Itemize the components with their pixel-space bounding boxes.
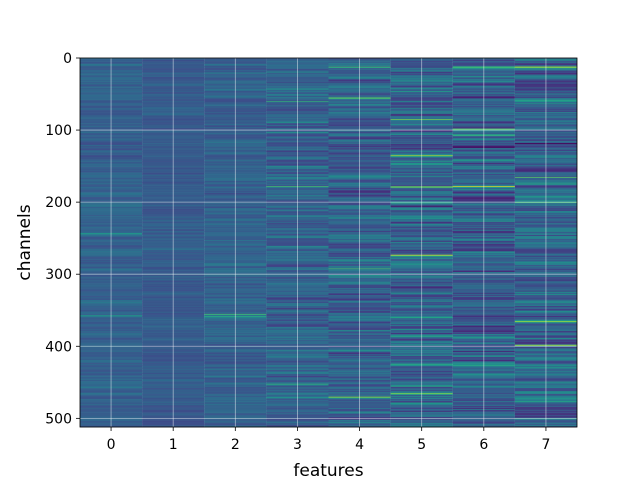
x-tick-label: 2 (231, 437, 240, 453)
y-tick-label: 300 (45, 267, 72, 283)
y-tick-label: 200 (45, 195, 72, 211)
x-tick-label: 1 (169, 437, 178, 453)
x-tick-label: 3 (293, 437, 302, 453)
x-tick-label: 5 (417, 437, 426, 453)
x-tick-label: 4 (355, 437, 364, 453)
x-tick-label: 7 (541, 437, 550, 453)
heatmap-cells (80, 58, 578, 428)
axis-ticks: 0 1 2 3 4 5 6 7 0 100 200 300 400 500 (45, 51, 550, 453)
x-tick-label: 0 (107, 437, 116, 453)
x-axis-label: features (293, 461, 363, 480)
y-tick-label: 500 (45, 411, 72, 427)
y-tick-label: 100 (45, 123, 72, 139)
x-tick-label: 6 (479, 437, 488, 453)
y-tick-label: 400 (45, 339, 72, 355)
y-axis-label: channels (15, 204, 35, 280)
plot-frame (79, 57, 578, 428)
y-tick-label: 0 (63, 51, 72, 67)
grid-lines (80, 57, 577, 427)
